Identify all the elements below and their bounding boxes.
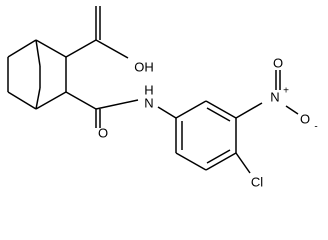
atom-label: N: [270, 89, 279, 104]
atom-labels: OH O H N O N + O - Cl: [98, 55, 318, 189]
charge-label: +: [283, 86, 289, 97]
atom-label: N: [144, 95, 153, 110]
atom-label: O: [273, 55, 283, 70]
atom-label: Cl: [251, 174, 263, 189]
molecule: OH O H N O N + O - Cl O: [7, 6, 318, 189]
atom-label: O: [98, 125, 108, 140]
atom-label: OH: [134, 59, 154, 74]
charge-label: -: [314, 122, 317, 133]
atom-label: O: [300, 111, 310, 126]
atom-label: H: [144, 82, 153, 97]
bonds: [7, 6, 299, 174]
